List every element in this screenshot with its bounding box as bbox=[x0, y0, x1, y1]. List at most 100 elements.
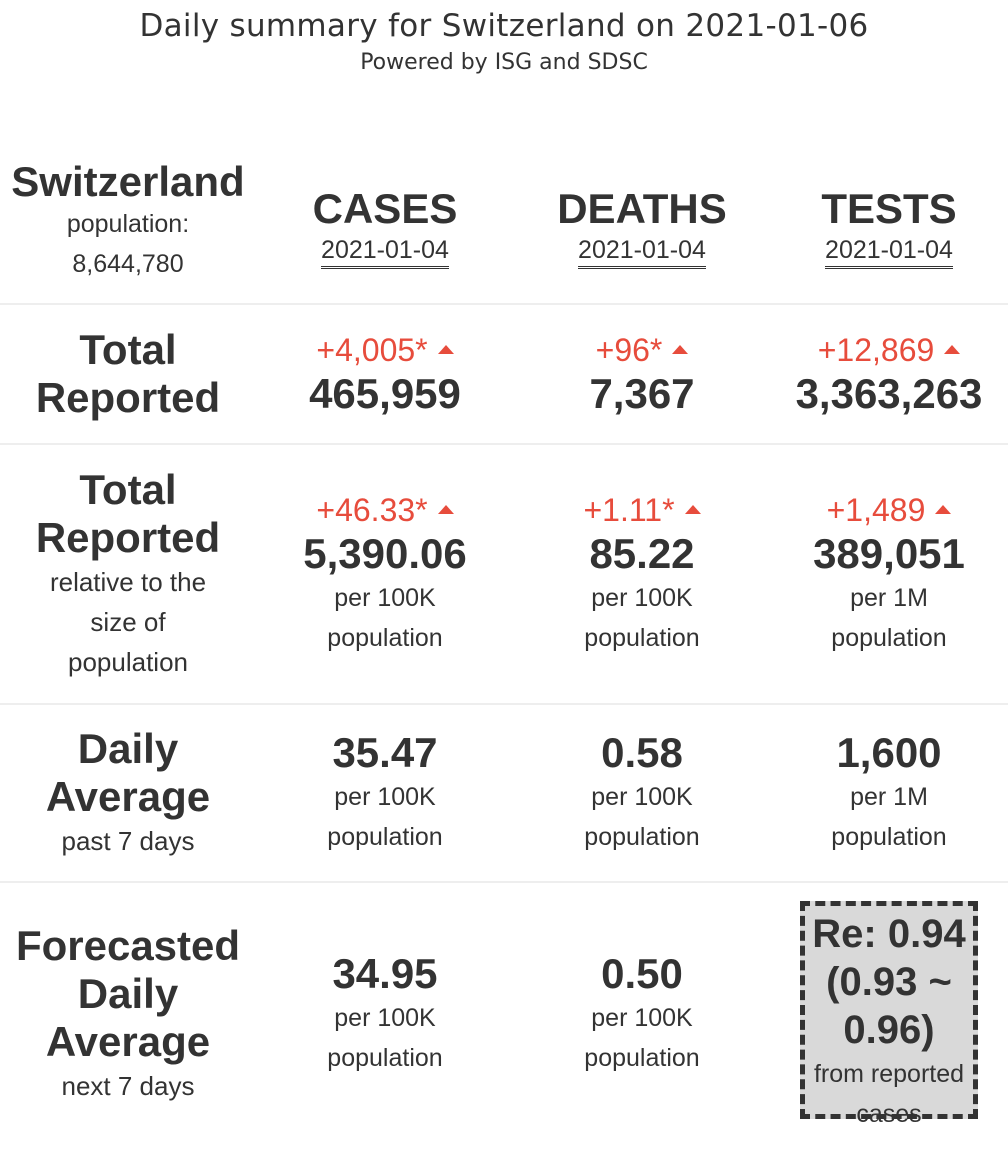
population-value: 8,644,780 bbox=[72, 249, 184, 278]
triangle-up-icon bbox=[944, 345, 961, 355]
forecast-value: 0.50 bbox=[601, 949, 683, 997]
change-value: +1,489 bbox=[770, 490, 1008, 530]
row-label: Total bbox=[79, 466, 177, 513]
page-title: Daily summary for Switzerland on 2021-01… bbox=[139, 8, 869, 44]
row-sublabel: past 7 days bbox=[61, 826, 195, 856]
re-note: from reported bbox=[813, 1059, 965, 1088]
total-value: 465,959 bbox=[309, 370, 461, 417]
relative-value: 85.22 bbox=[589, 530, 695, 577]
average-value: 1,600 bbox=[836, 729, 942, 776]
triangle-up-icon bbox=[935, 505, 952, 515]
row-label-cell: Total Reported relative to the size of p… bbox=[0, 443, 256, 704]
total-value: 3,363,263 bbox=[795, 370, 983, 417]
re-note: cases bbox=[856, 1099, 922, 1128]
row-sublabel: next 7 days bbox=[61, 1070, 195, 1101]
deaths-total-cell: +96* 7,367 bbox=[514, 303, 770, 444]
relative-value: 5,390.06 bbox=[303, 530, 467, 577]
column-date: 2021-01-04 bbox=[321, 235, 449, 269]
unit-label: per 100K bbox=[334, 584, 436, 612]
unit-label: population bbox=[831, 823, 947, 851]
deaths-average-cell: 0.58 per 100K population bbox=[514, 703, 770, 882]
tests-average-cell: 1,600 per 1M population bbox=[770, 703, 1008, 882]
deaths-forecast-cell: 0.50 per 100K population bbox=[514, 881, 770, 1144]
re-box: Re: 0.94 (0.93 ~ 0.96) from reported cas… bbox=[800, 900, 978, 1128]
unit-label: population bbox=[327, 1043, 443, 1072]
unit-label: per 100K bbox=[334, 783, 436, 811]
row-label-cell: Total Reported bbox=[0, 303, 256, 444]
relative-value: 389,051 bbox=[813, 530, 965, 577]
unit-label: population bbox=[327, 624, 443, 652]
unit-label: population bbox=[584, 624, 700, 652]
triangle-up-icon bbox=[437, 345, 454, 355]
change-text: +12,869 bbox=[817, 332, 935, 368]
row-sublabel: size of bbox=[90, 607, 166, 637]
page-subtitle: Powered by ISG and SDSC bbox=[360, 50, 648, 75]
re-range-low: (0.93 ~ bbox=[826, 959, 952, 1004]
unit-label: per 1M bbox=[850, 584, 928, 612]
row-sublabel: population bbox=[68, 647, 188, 677]
row-label: Reported bbox=[35, 374, 221, 421]
row-label: Daily bbox=[77, 969, 179, 1017]
unit-label: per 100K bbox=[591, 584, 693, 612]
row-label: Reported bbox=[35, 514, 221, 561]
change-text: +1.11* bbox=[583, 492, 675, 528]
tests-total-cell: +12,869 3,363,263 bbox=[770, 303, 1008, 444]
country-cell: Switzerland population: 8,644,780 bbox=[0, 140, 256, 304]
country-name: Switzerland bbox=[11, 157, 245, 205]
forecast-value: 34.95 bbox=[332, 949, 438, 997]
row-relative: Total Reported relative to the size of p… bbox=[0, 443, 1008, 704]
average-value: 0.58 bbox=[601, 729, 683, 776]
change-value: +46.33* bbox=[256, 490, 514, 530]
row-label: Daily bbox=[77, 725, 179, 772]
cases-forecast-cell: 34.95 per 100K population bbox=[256, 881, 514, 1144]
change-value: +4,005* bbox=[256, 330, 514, 370]
population-label: population: bbox=[66, 209, 190, 238]
triangle-up-icon bbox=[684, 505, 701, 515]
cases-relative-cell: +46.33* 5,390.06 per 100K population bbox=[256, 443, 514, 704]
row-label-cell: Daily Average past 7 days bbox=[0, 703, 256, 882]
column-header-deaths: DEATHS 2021-01-04 bbox=[514, 140, 770, 304]
row-label-cell: Forecasted Daily Average next 7 days bbox=[0, 881, 256, 1144]
unit-label: per 100K bbox=[591, 1003, 693, 1032]
change-value: +1.11* bbox=[514, 490, 770, 530]
deaths-relative-cell: +1.11* 85.22 per 100K population bbox=[514, 443, 770, 704]
column-label: CASES bbox=[312, 184, 458, 232]
summary-table: Switzerland population: 8,644,780 CASES … bbox=[0, 140, 1008, 1144]
cases-total-cell: +4,005* 465,959 bbox=[256, 303, 514, 444]
row-label: Total bbox=[79, 326, 177, 373]
re-cell: Re: 0.94 (0.93 ~ 0.96) from reported cas… bbox=[770, 881, 1008, 1144]
column-header-tests: TESTS 2021-01-04 bbox=[770, 140, 1008, 304]
change-value: +96* bbox=[514, 330, 770, 370]
change-text: +4,005* bbox=[316, 332, 428, 368]
unit-label: per 100K bbox=[591, 783, 693, 811]
column-header-cases: CASES 2021-01-04 bbox=[256, 140, 514, 304]
triangle-up-icon bbox=[437, 505, 454, 515]
re-range-high: 0.96) bbox=[843, 1007, 935, 1052]
row-sublabel: relative to the bbox=[49, 567, 207, 597]
unit-label: population bbox=[327, 823, 443, 851]
unit-label: population bbox=[584, 823, 700, 851]
unit-label: per 1M bbox=[850, 783, 928, 811]
column-date: 2021-01-04 bbox=[578, 235, 706, 269]
column-label: TESTS bbox=[821, 184, 957, 232]
row-label: Average bbox=[45, 773, 211, 820]
row-label: Forecasted bbox=[15, 921, 241, 969]
change-text: +96* bbox=[595, 332, 663, 368]
change-text: +46.33* bbox=[316, 492, 428, 528]
row-total-reported: Total Reported +4,005* 465,959 +96* 7,36… bbox=[0, 303, 1008, 444]
header-row: Switzerland population: 8,644,780 CASES … bbox=[0, 140, 1008, 304]
row-forecast: Forecasted Daily Average next 7 days 34.… bbox=[0, 881, 1008, 1144]
triangle-up-icon bbox=[672, 345, 689, 355]
unit-label: per 100K bbox=[334, 1003, 436, 1032]
row-daily-average: Daily Average past 7 days 35.47 per 100K… bbox=[0, 703, 1008, 882]
change-value: +12,869 bbox=[770, 330, 1008, 370]
cases-average-cell: 35.47 per 100K population bbox=[256, 703, 514, 882]
unit-label: population bbox=[831, 624, 947, 652]
column-date: 2021-01-04 bbox=[825, 235, 953, 269]
change-text: +1,489 bbox=[826, 492, 926, 528]
unit-label: population bbox=[584, 1043, 700, 1072]
row-label: Average bbox=[45, 1017, 211, 1065]
tests-relative-cell: +1,489 389,051 per 1M population bbox=[770, 443, 1008, 704]
column-label: DEATHS bbox=[557, 184, 727, 232]
total-value: 7,367 bbox=[589, 370, 695, 417]
